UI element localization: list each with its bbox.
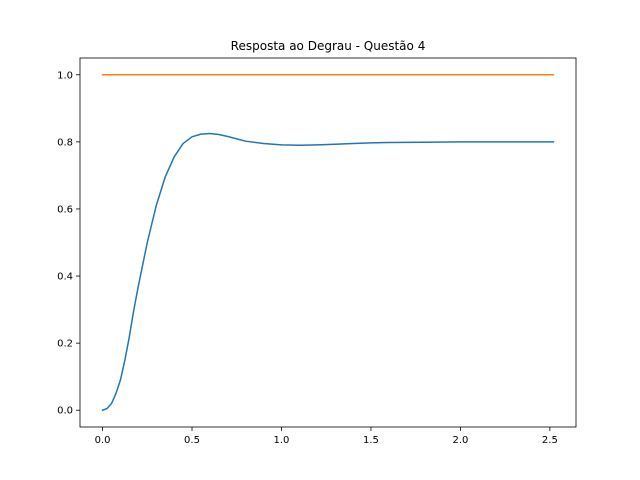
series-layer	[101, 74, 555, 412]
y-tick-label: 1.0	[57, 70, 73, 81]
x-tick-label: 1.0	[274, 435, 290, 446]
x-tick-label: 0.5	[184, 435, 200, 446]
x-tick-label: 1.5	[363, 435, 379, 446]
y-tick-label: 0.8	[57, 137, 73, 148]
x-tick-label: 0.0	[95, 435, 111, 446]
y-tick-label: 0.6	[57, 204, 73, 215]
series-line-1	[101, 132, 555, 412]
axes-frame	[79, 57, 577, 428]
y-tick-label: 0.0	[57, 406, 73, 417]
y-tick-label: 0.2	[57, 339, 73, 350]
axes-layer: 0.0 0.5 1.0 1.5 2.0 2.5 0.0 0.2 0.4 0.6 0.8 1.0	[57, 57, 577, 446]
x-tick-label: 2.0	[452, 435, 468, 446]
chart-title: Resposta ao Degrau - Questão 4	[231, 39, 426, 53]
x-tick-label: 2.5	[542, 435, 558, 446]
y-tick-label: 0.4	[57, 272, 73, 283]
